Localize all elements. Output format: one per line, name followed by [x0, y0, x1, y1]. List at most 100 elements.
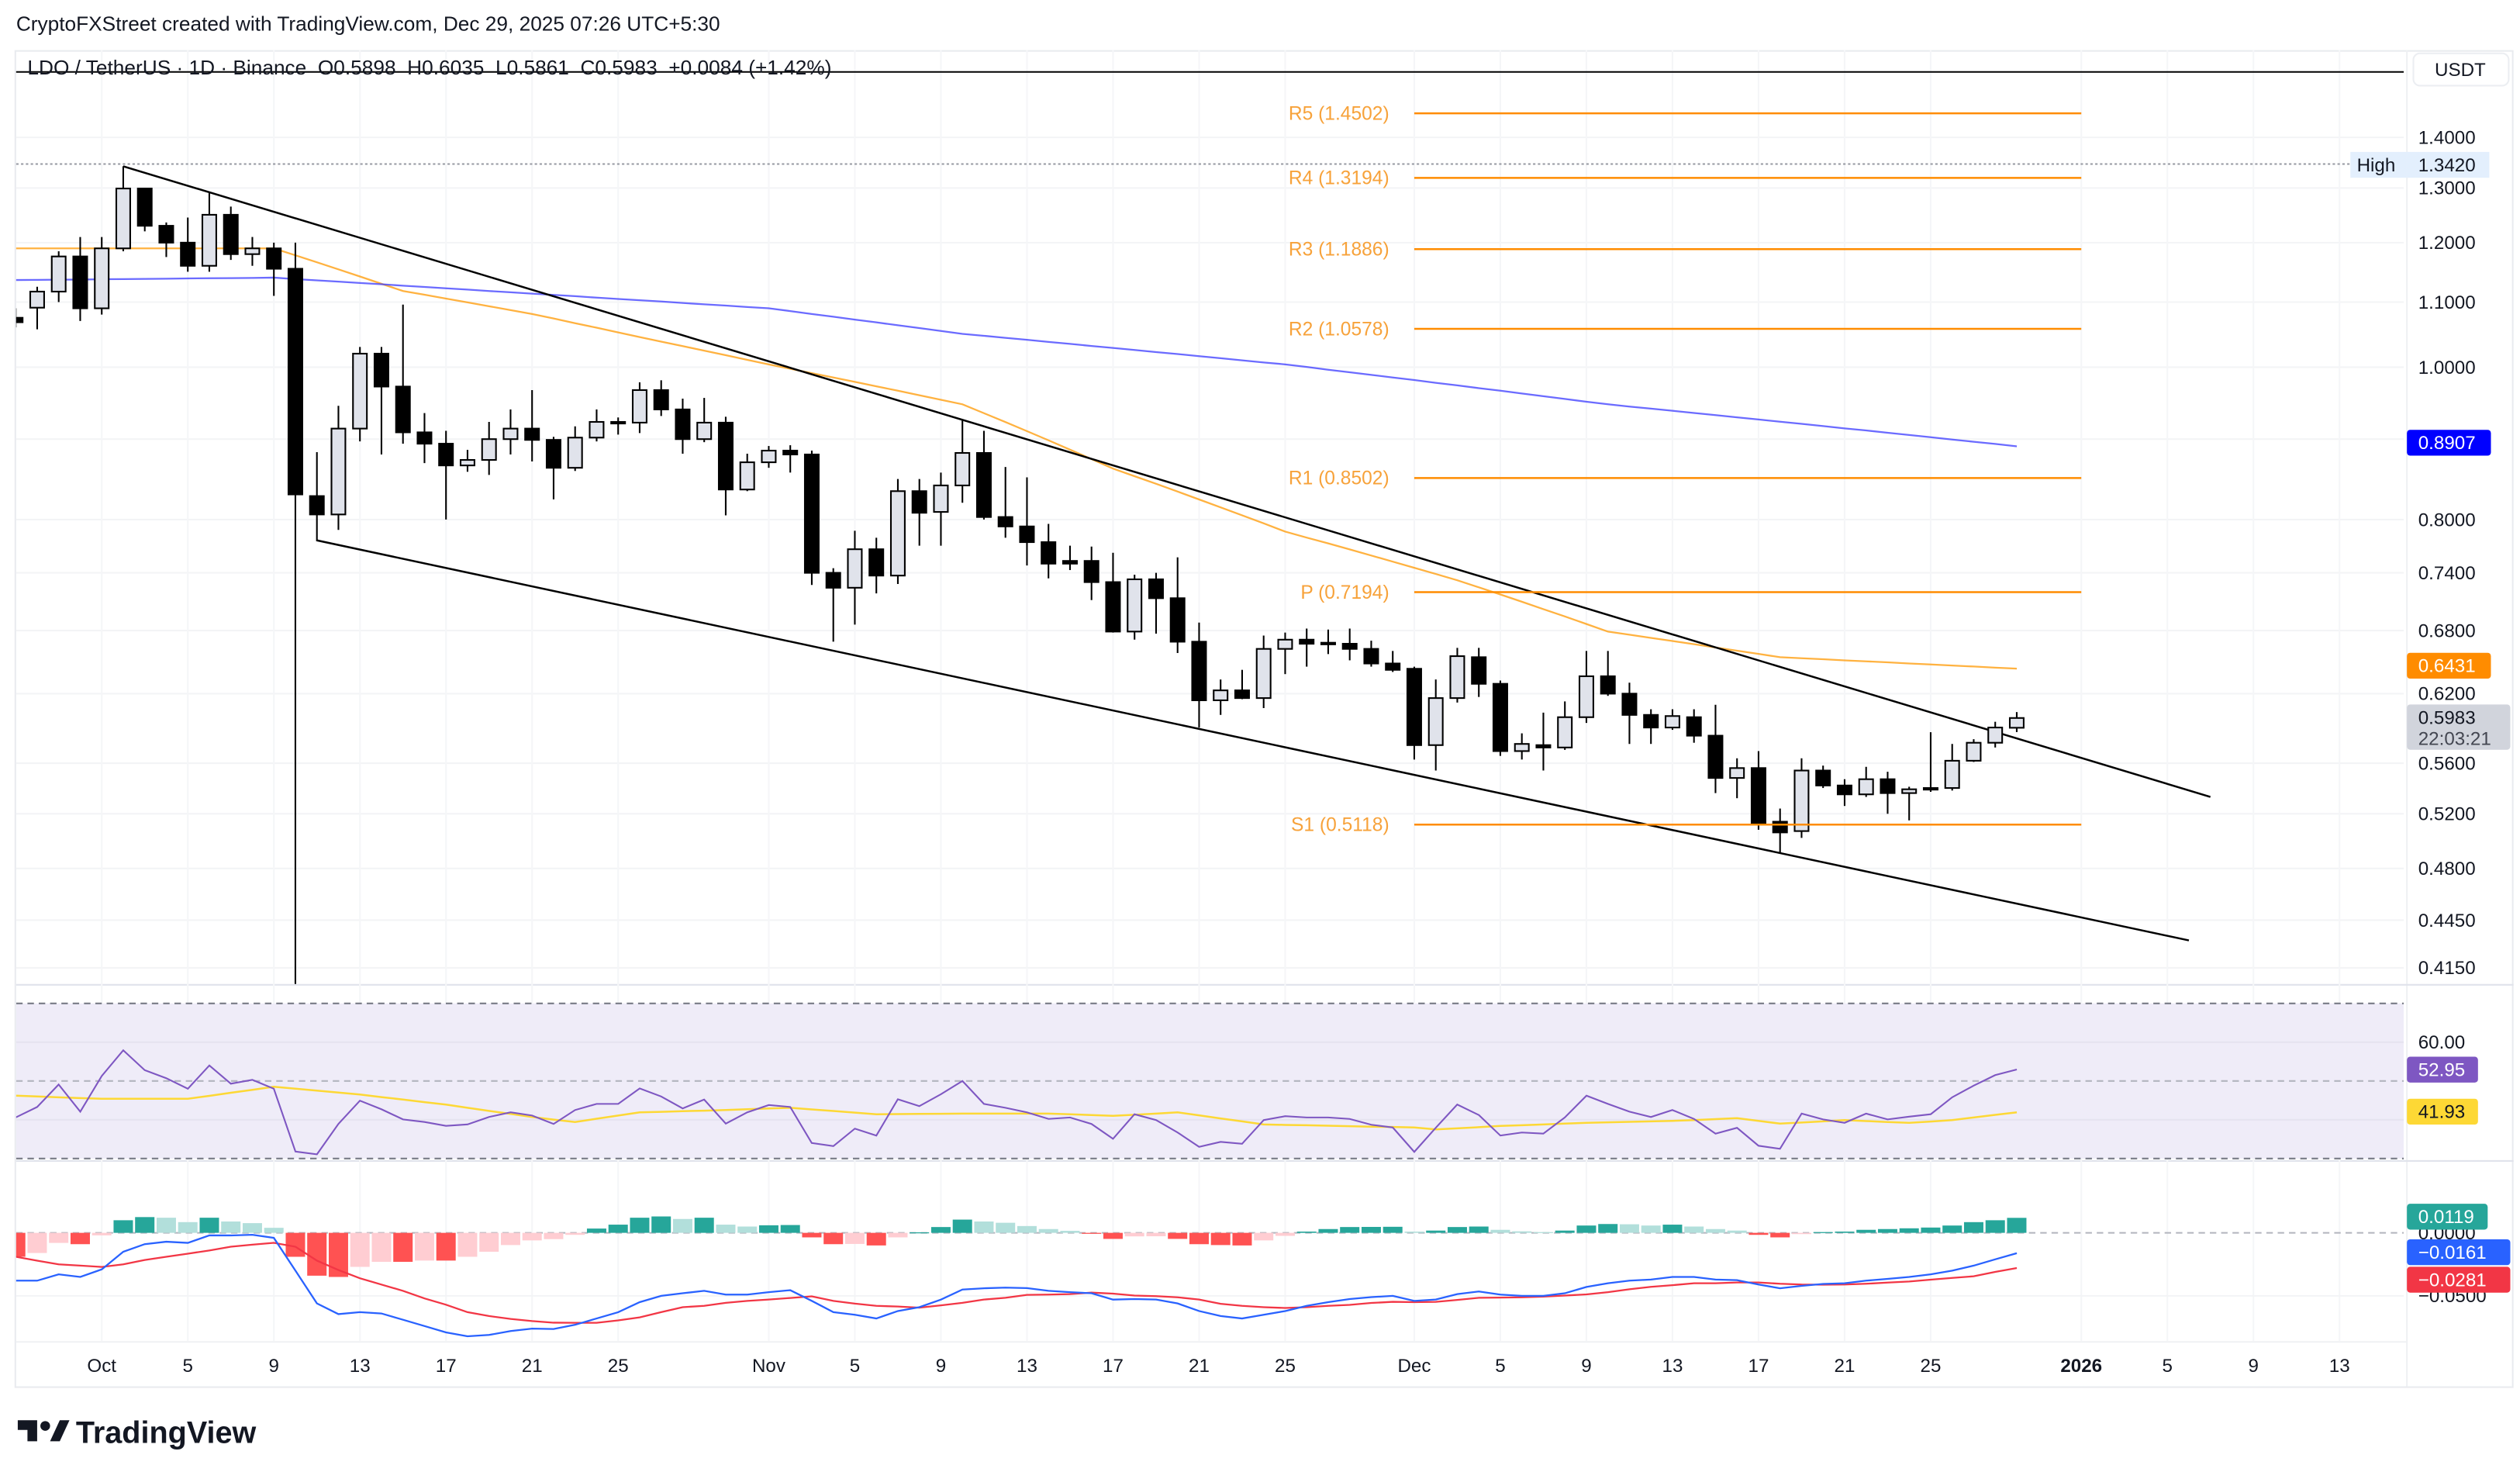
bearish-candle[interactable]: [975, 430, 992, 520]
bullish-candle[interactable]: [1449, 648, 1465, 703]
bearish-candle[interactable]: [868, 537, 885, 594]
ema-slow-line[interactable]: [16, 276, 2018, 447]
bearish-candle[interactable]: [395, 304, 411, 444]
bearish-candle[interactable]: [653, 380, 669, 416]
bullish-candle[interactable]: [1255, 635, 1272, 709]
bearish-candle[interactable]: [1406, 666, 1422, 760]
bearish-candle[interactable]: [1621, 682, 1638, 745]
channel-upper-trendline[interactable]: [123, 165, 2211, 798]
bullish-candle[interactable]: [1901, 786, 1918, 821]
bullish-candle[interactable]: [1922, 732, 1938, 792]
bearish-candle[interactable]: [782, 445, 799, 473]
bearish-candle[interactable]: [1750, 751, 1766, 830]
bearish-candle[interactable]: [1686, 709, 1702, 743]
bullish-candle[interactable]: [954, 420, 971, 503]
macd-line[interactable]: [16, 1233, 2018, 1338]
bullish-candle[interactable]: [459, 450, 475, 472]
bullish-candle[interactable]: [244, 237, 261, 266]
bullish-candle[interactable]: [481, 421, 497, 475]
bullish-candle[interactable]: [739, 454, 755, 492]
bullish-candle[interactable]: [847, 530, 863, 625]
bearish-candle[interactable]: [524, 389, 540, 462]
bullish-candle[interactable]: [94, 237, 110, 315]
channel-lower-trendline[interactable]: [316, 539, 2190, 942]
bullish-candle[interactable]: [502, 409, 519, 455]
ema-fast-line[interactable]: [16, 247, 2018, 670]
bearish-candle[interactable]: [1385, 651, 1401, 672]
bearish-candle[interactable]: [1836, 779, 1852, 807]
bearish-candle[interactable]: [1083, 546, 1099, 600]
bullish-candle[interactable]: [2008, 712, 2025, 732]
bullish-candle[interactable]: [1213, 679, 1229, 715]
bearish-candle[interactable]: [416, 413, 433, 464]
bearish-candle[interactable]: [72, 237, 88, 321]
bearish-candle[interactable]: [1169, 557, 1186, 654]
bearish-candle[interactable]: [287, 242, 303, 993]
bullish-candle[interactable]: [1944, 744, 1960, 791]
bearish-candle[interactable]: [1019, 477, 1035, 566]
bullish-candle[interactable]: [1514, 733, 1530, 760]
bearish-candle[interactable]: [545, 437, 561, 499]
price-axis[interactable]: 1.4000 1.3000 1.2000 1.1000 1.0000 0.8000 0.74…: [2418, 127, 2476, 979]
bearish-candle[interactable]: [309, 452, 325, 541]
currency-button[interactable]: [2412, 52, 2510, 87]
bullish-candle[interactable]: [1793, 758, 1810, 838]
bullish-candle[interactable]: [1729, 758, 1745, 799]
bullish-candle[interactable]: [696, 398, 713, 443]
bearish-candle[interactable]: [136, 188, 153, 232]
bearish-candle[interactable]: [1148, 572, 1164, 634]
bearish-candle[interactable]: [1643, 709, 1659, 745]
macd-pane[interactable]: [6, 1216, 2404, 1338]
bearish-candle[interactable]: [1772, 808, 1788, 853]
bearish-candle[interactable]: [1707, 704, 1724, 793]
bearish-candle[interactable]: [266, 242, 282, 296]
bearish-candle[interactable]: [373, 347, 389, 455]
bearish-candle[interactable]: [803, 451, 820, 586]
bullish-candle[interactable]: [631, 382, 647, 434]
bullish-candle[interactable]: [933, 472, 949, 546]
bearish-candle[interactable]: [1041, 523, 1057, 579]
bullish-candle[interactable]: [115, 166, 131, 251]
bullish-candle[interactable]: [1277, 632, 1293, 675]
bearish-candle[interactable]: [825, 568, 841, 642]
bullish-candle[interactable]: [29, 286, 45, 330]
bearish-candle[interactable]: [1471, 648, 1487, 697]
bearish-candle[interactable]: [1535, 712, 1552, 771]
bearish-candle[interactable]: [1600, 651, 1616, 696]
bullish-candle[interactable]: [1664, 709, 1680, 731]
bullish-candle[interactable]: [330, 406, 347, 530]
bullish-candle[interactable]: [201, 193, 217, 272]
price-pane[interactable]: [9, 165, 2211, 993]
rsi-ma-line[interactable]: [16, 1086, 2018, 1131]
bearish-candle[interactable]: [1363, 641, 1379, 667]
bearish-candle[interactable]: [675, 398, 691, 454]
rsi-line[interactable]: [16, 1049, 2018, 1156]
bearish-candle[interactable]: [1191, 622, 1207, 728]
tradingview-logo[interactable]: TradingView: [17, 1415, 257, 1450]
bullish-candle[interactable]: [889, 479, 906, 584]
macd-signal-line[interactable]: [16, 1242, 2018, 1324]
bullish-candle[interactable]: [567, 426, 583, 472]
bearish-candle[interactable]: [1234, 669, 1250, 700]
bullish-candle[interactable]: [1578, 651, 1594, 724]
bearish-candle[interactable]: [610, 417, 627, 435]
bearish-candle[interactable]: [997, 467, 1013, 538]
bearish-candle[interactable]: [1299, 628, 1315, 667]
bullish-candle[interactable]: [1966, 739, 1982, 762]
bullish-candle[interactable]: [1427, 679, 1444, 771]
bearish-candle[interactable]: [438, 430, 454, 520]
bearish-candle[interactable]: [1341, 628, 1358, 661]
bullish-candle[interactable]: [352, 347, 368, 442]
bullish-candle[interactable]: [1858, 766, 1874, 797]
bearish-candle[interactable]: [1880, 772, 1896, 814]
rsi-pane[interactable]: [16, 1002, 2404, 1159]
bearish-candle[interactable]: [1105, 552, 1121, 633]
time-axis[interactable]: Oct 5 9 13 17 21 25 Nov 5 9 13 17 21 25 Dec 5 9 13 17 21 25 2…: [87, 1356, 2349, 1377]
bearish-candle[interactable]: [223, 206, 239, 261]
bullish-candle[interactable]: [589, 409, 605, 442]
bullish-candle[interactable]: [1557, 701, 1573, 750]
bearish-candle[interactable]: [911, 479, 927, 546]
bearish-candle[interactable]: [9, 308, 24, 328]
bullish-candle[interactable]: [50, 251, 67, 302]
bearish-candle[interactable]: [717, 416, 734, 516]
